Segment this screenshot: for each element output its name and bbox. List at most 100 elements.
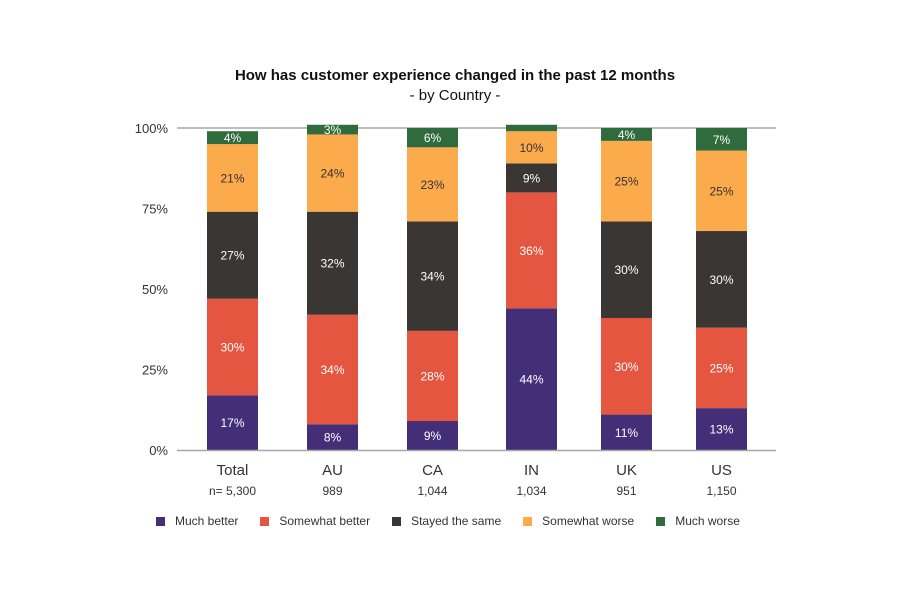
legend-item: Somewhat worse — [523, 514, 634, 528]
bar-stack-us: 13% 25% 30% 25% 7% — [696, 128, 747, 450]
y-tick-label: 0% — [149, 443, 168, 458]
data-label: 28% — [420, 369, 444, 383]
bar-stack-au: 8% 34% 32% 24% 3% — [307, 123, 358, 450]
bar-segment-much-better — [601, 414, 652, 450]
x-tick-label: Total — [217, 462, 249, 479]
bar-segment-somewhat-worse — [307, 134, 358, 212]
legend-label: Much worse — [675, 514, 740, 528]
y-tick-label: 50% — [142, 282, 168, 297]
x-tick-label: UK — [616, 462, 637, 479]
y-tick-label: 100% — [135, 121, 169, 136]
bar-segment-somewhat-worse — [407, 147, 458, 222]
bar-segment-stayed-the-same — [207, 211, 258, 299]
legend-label: Somewhat worse — [542, 514, 635, 528]
legend-item: Much worse — [656, 514, 740, 528]
data-label: 25% — [614, 175, 638, 189]
chart-title: How has customer experience changed in t… — [235, 67, 675, 84]
bar-stack-total: 17% 30% 27% 21% 4% — [207, 131, 258, 450]
legend-item: Much better — [156, 514, 238, 528]
data-label: 24% — [320, 167, 344, 181]
data-label: 44% — [519, 373, 543, 387]
data-label: 21% — [220, 171, 244, 185]
data-label: 30% — [614, 263, 638, 277]
sample-size-label: 1,150 — [706, 484, 736, 498]
bar-stack-ca: 9% 28% 34% 23% 6% — [407, 128, 458, 450]
x-tick-label: US — [711, 462, 732, 479]
data-label: 9% — [424, 429, 442, 443]
x-tick-label: IN — [524, 462, 539, 479]
data-label: 36% — [519, 244, 543, 258]
bar-segment-stayed-the-same — [601, 221, 652, 318]
data-label: 32% — [320, 257, 344, 271]
data-label: 9% — [523, 171, 541, 185]
bar-segment-somewhat-better — [696, 327, 747, 409]
bar-stack-uk: 11% 30% 30% 25% 4% — [601, 128, 652, 450]
legend-label: Much better — [175, 514, 239, 528]
legend-swatch — [523, 516, 533, 526]
bar-segment-much-worse — [307, 124, 358, 135]
legend-item: Somewhat better — [260, 514, 370, 528]
data-label: 30% — [709, 273, 733, 287]
bar-segment-somewhat-worse — [207, 144, 258, 212]
bar-segment-somewhat-better — [307, 314, 358, 425]
bars: 17% 30% 27% 21% 4% 8% 34% 32% 24% 3% 9% 28% 34% 23% 6%… — [207, 123, 747, 450]
data-label: 34% — [320, 363, 344, 377]
data-label: 30% — [220, 340, 244, 354]
data-label: 17% — [220, 416, 244, 430]
bar-segment-somewhat-better — [506, 192, 557, 309]
bar-segment-somewhat-worse — [696, 150, 747, 232]
bar-stack-in: 44% 36% 9% 10% — [506, 124, 557, 450]
x-tick-label: AU — [322, 462, 343, 479]
bar-segment-somewhat-better — [207, 298, 258, 396]
bar-segment-much-worse — [407, 128, 458, 148]
bar-segment-somewhat-worse — [506, 131, 557, 164]
legend-swatch — [392, 516, 402, 526]
data-label: 7% — [713, 133, 731, 147]
x-axis: Total n= 5,300 AU 989 CA 1,044 IN 1,034 UK 951 US 1… — [177, 449, 776, 498]
data-label: 30% — [614, 360, 638, 374]
y-tick-label: 25% — [142, 363, 168, 378]
data-label: 13% — [709, 423, 733, 437]
bar-segment-much-worse — [506, 124, 557, 132]
data-label: 25% — [709, 361, 733, 375]
sample-size-label: 951 — [616, 484, 636, 498]
sample-size-label: n= 5,300 — [209, 484, 256, 498]
bar-segment-somewhat-worse — [601, 140, 652, 222]
x-tick-label: CA — [422, 462, 443, 479]
bar-segment-stayed-the-same — [506, 163, 557, 193]
bar-segment-stayed-the-same — [696, 231, 747, 328]
legend-swatch — [656, 516, 666, 526]
bar-segment-much-better — [696, 408, 747, 450]
data-label: 11% — [615, 426, 638, 440]
legend-swatch — [156, 516, 165, 526]
data-label: 4% — [224, 131, 242, 145]
legend-swatch — [260, 516, 270, 526]
bar-segment-much-better — [207, 395, 258, 450]
bar-segment-stayed-the-same — [307, 211, 358, 315]
bar-segment-much-better — [506, 308, 557, 450]
legend-label: Somewhat better — [279, 514, 371, 528]
legend-label: Stayed the same — [411, 514, 502, 528]
bar-segment-much-better — [407, 421, 458, 450]
data-label: 34% — [420, 270, 444, 284]
legend: Much better Somewhat better Stayed the sam… — [156, 514, 762, 528]
data-label: 25% — [709, 184, 733, 198]
bar-segment-much-worse — [696, 128, 747, 151]
data-label: 6% — [424, 131, 442, 145]
bar-segment-somewhat-better — [407, 330, 458, 422]
bar-segment-much-better — [307, 424, 358, 450]
data-label: 23% — [420, 178, 444, 192]
y-axis: 0% 25% 50% 75% 100% — [135, 121, 776, 458]
legend-item: Stayed the same — [392, 514, 501, 528]
bar-segment-much-worse — [207, 131, 258, 145]
sample-size-label: 1,044 — [417, 484, 447, 498]
bar-segment-stayed-the-same — [407, 221, 458, 331]
bar-segment-much-worse — [601, 128, 652, 141]
chart-subtitle: - by Country - — [410, 87, 501, 104]
data-label: 8% — [324, 431, 342, 445]
data-label: 10% — [519, 141, 543, 155]
y-tick-label: 75% — [142, 202, 168, 217]
data-label: 3% — [324, 123, 342, 137]
bar-segment-somewhat-better — [601, 317, 652, 415]
